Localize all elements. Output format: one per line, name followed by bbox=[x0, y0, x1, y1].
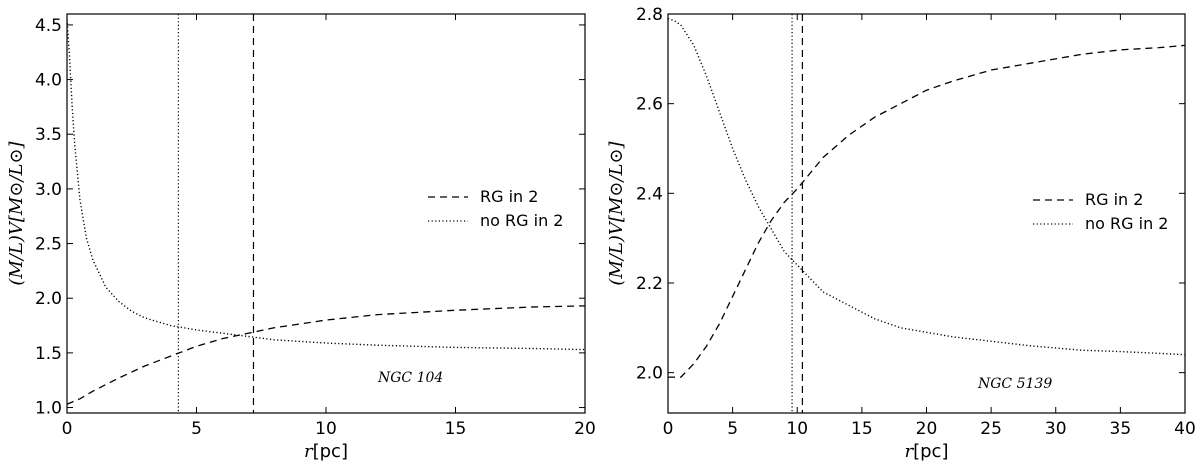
p1-x-axis-label: r[pc] bbox=[905, 441, 949, 462]
p1-x-tick-label: 15 bbox=[851, 419, 873, 439]
p0-y-tick-label: 3.5 bbox=[35, 125, 62, 145]
p0-annotation: NGC 104 bbox=[377, 370, 443, 386]
p0-y-tick-label: 2.0 bbox=[35, 289, 62, 309]
p1-x-tick-label: 20 bbox=[916, 419, 938, 439]
p1-x-tick-label: 30 bbox=[1045, 419, 1067, 439]
p1-x-tick-label: 35 bbox=[1110, 419, 1132, 439]
p0-y-tick-label: 4.0 bbox=[35, 71, 62, 91]
p0-series-line-rg-in-2 bbox=[67, 305, 585, 405]
p0-legend-entry: no RG in 2 bbox=[480, 211, 563, 230]
p1-series-line-rg-in-2 bbox=[668, 44, 1185, 378]
p1-y-axis-label: (M/L)V[M⊙/L⊙] bbox=[606, 140, 627, 285]
p0-legend-entry: RG in 2 bbox=[480, 187, 538, 206]
p1-x-tick-label: 40 bbox=[1174, 419, 1196, 439]
p0-y-tick-label: 1.5 bbox=[35, 344, 62, 364]
p0-x-tick-label: 5 bbox=[191, 419, 202, 439]
p1-annotation: NGC 5139 bbox=[977, 376, 1052, 392]
p0-y-tick-label: 2.5 bbox=[35, 235, 62, 255]
p1-legend-entry: no RG in 2 bbox=[1085, 214, 1168, 233]
p0-x-tick-label: 15 bbox=[445, 419, 467, 439]
chart-ngc104: 0 5 10 15 20 1.0 1.5 2.0 2.5 3.0 3.5 4.0 4.5 r[pc] (M/… bbox=[6, 13, 596, 462]
chart-ngc5139: 0 5 10 15 20 25 30 35 40 2.0 2.2 2.4 2.6 2.8 r[pc] (M/L… bbox=[606, 5, 1196, 462]
p0-x-tick-label: 0 bbox=[62, 419, 73, 439]
p1-x-tick-label: 5 bbox=[727, 419, 738, 439]
p1-x-tick-label: 25 bbox=[980, 419, 1002, 439]
p1-legend-entry: RG in 2 bbox=[1085, 190, 1143, 209]
p1-series-line-no-rg-in-2 bbox=[668, 17, 1185, 356]
p1-y-tick-label: 2.4 bbox=[636, 184, 663, 204]
p0-y-tick-label: 1.0 bbox=[35, 399, 62, 419]
p1-y-tick-label: 2.8 bbox=[636, 5, 663, 25]
p1-y-tick-label: 2.6 bbox=[636, 95, 663, 115]
p0-series-line-no-rg-in-2 bbox=[67, 19, 585, 351]
p1-x-tick-label: 10 bbox=[786, 419, 808, 439]
p1-y-tick-label: 2.2 bbox=[636, 274, 663, 294]
p1-y-tick-label: 2.0 bbox=[636, 364, 663, 384]
p0-x-tick-label: 10 bbox=[315, 419, 337, 439]
p1-x-tick-label: 0 bbox=[663, 419, 674, 439]
p0-y-tick-label: 4.5 bbox=[35, 16, 62, 36]
p0-y-tick-label: 3.0 bbox=[35, 180, 62, 200]
p0-x-axis-label: r[pc] bbox=[304, 441, 348, 462]
p0-y-axis-label: (M/L)V[M⊙/L⊙] bbox=[6, 140, 27, 285]
p0-x-tick-label: 20 bbox=[574, 419, 596, 439]
